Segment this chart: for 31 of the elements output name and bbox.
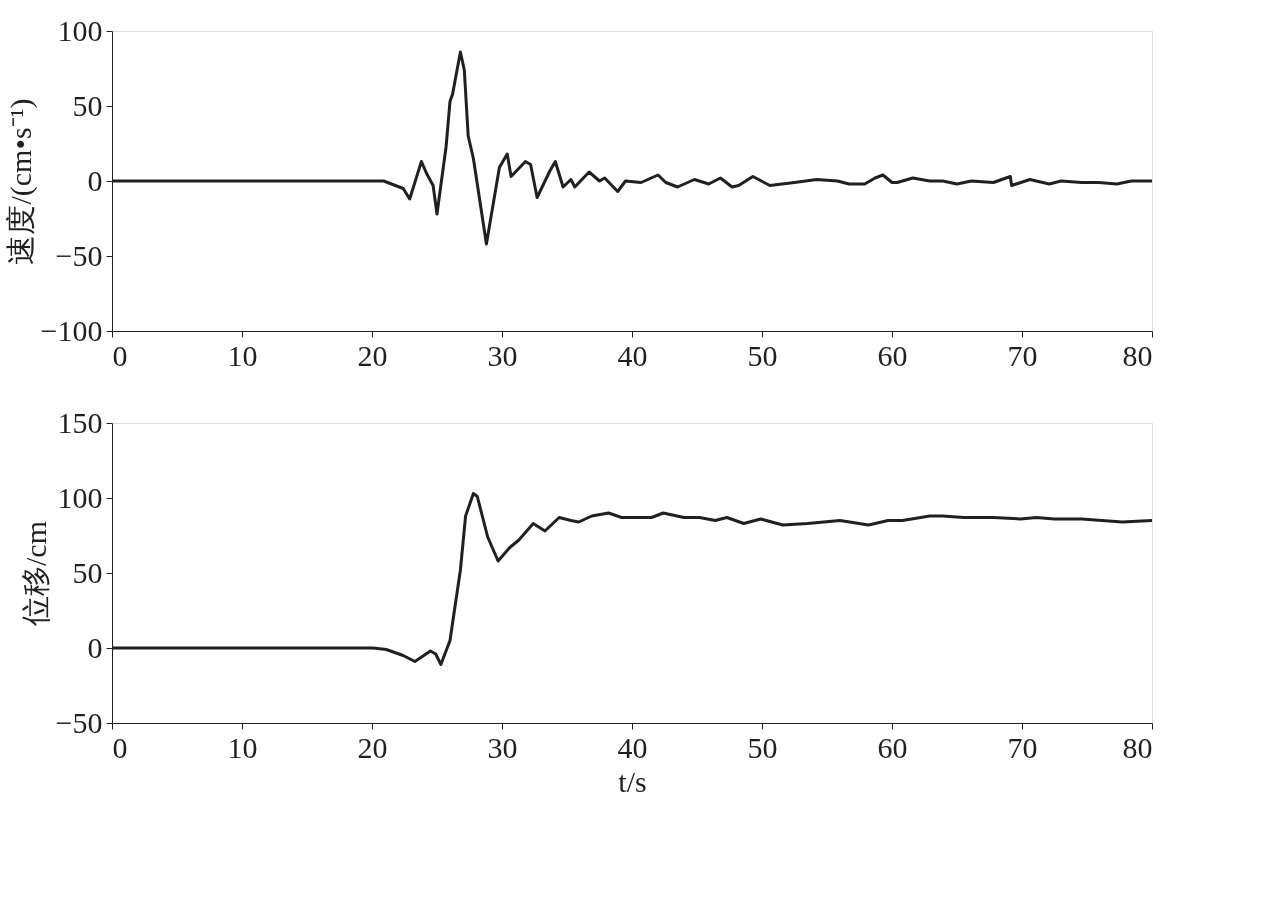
x-tick-label: 70 (1007, 338, 1038, 372)
x-tick-label: 70 (1007, 730, 1038, 764)
y-tick-label: −50 (55, 238, 103, 272)
x-tick-label: 20 (357, 730, 388, 764)
x-axis-title: t/s (618, 764, 647, 798)
x-tick-label: 60 (877, 338, 908, 372)
y-tick-label: 50 (72, 88, 103, 122)
x-tick-label: 40 (617, 730, 648, 764)
y-tick-label: −100 (40, 313, 103, 347)
x-tick-label: 60 (877, 730, 908, 764)
y-tick-label: −50 (55, 705, 103, 739)
y-tick-label: 0 (87, 630, 103, 664)
x-tick-label: 0 (112, 338, 128, 372)
y-tick-label: 50 (72, 555, 103, 589)
x-tick-label: 80 (1122, 730, 1153, 764)
y-axis-title: 位移/cm (18, 521, 52, 626)
x-tick-label: 80 (1122, 338, 1153, 372)
x-tick-label: 10 (227, 338, 258, 372)
x-tick-label: 0 (112, 730, 128, 764)
y-axis-title: 速度/(cm•s⁻¹) (3, 98, 38, 265)
x-tick-label: 30 (487, 730, 518, 764)
y-tick-label: 100 (57, 13, 103, 47)
x-tick-label: 10 (227, 730, 258, 764)
x-tick-label: 30 (487, 338, 518, 372)
y-tick-label: 100 (57, 480, 103, 514)
x-tick-label: 20 (357, 338, 388, 372)
x-tick-label: 50 (747, 730, 778, 764)
x-tick-label: 50 (747, 338, 778, 372)
y-tick-label: 150 (57, 405, 103, 439)
x-tick-label: 40 (617, 338, 648, 372)
y-tick-label: 0 (87, 163, 103, 197)
